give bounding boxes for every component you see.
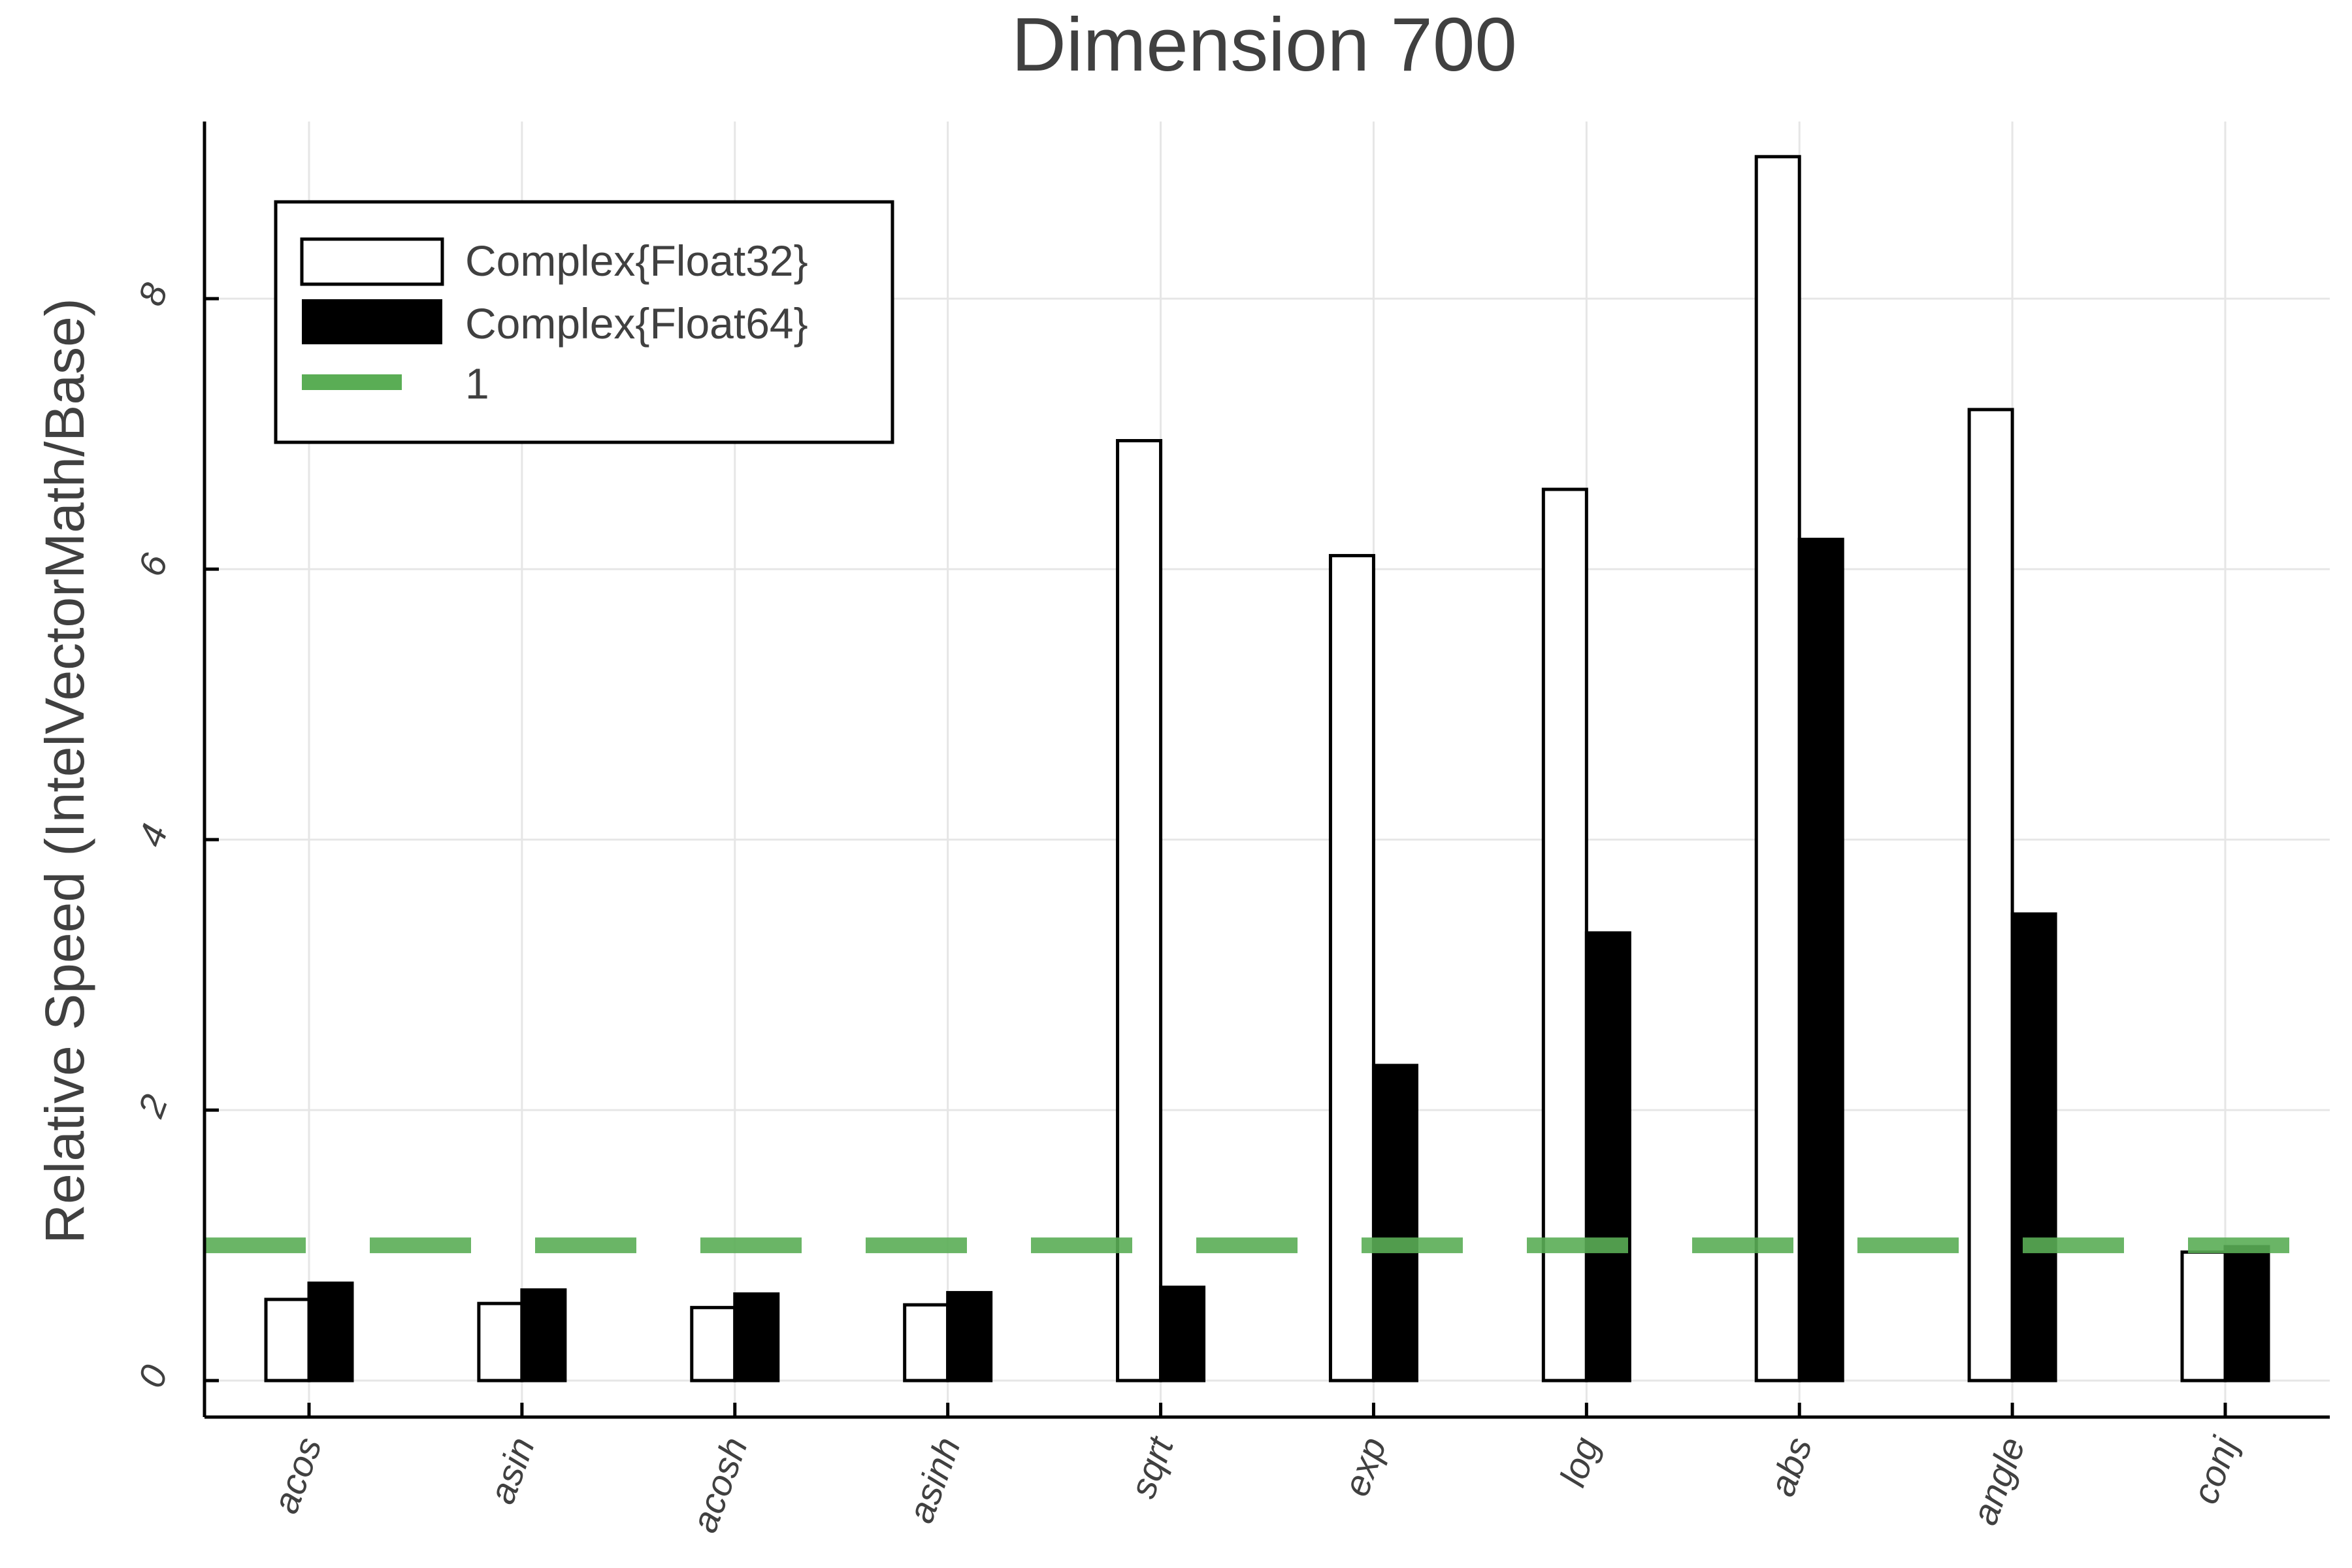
bar-log-float64 — [1584, 931, 1631, 1382]
x-tick-label-asin: asin — [481, 1432, 542, 1509]
bar-acosh-float32 — [690, 1305, 737, 1382]
bar-exp-float64 — [1371, 1064, 1418, 1382]
legend-label-float64: Complex{Float64} — [465, 299, 808, 348]
bar-asinh-float32 — [903, 1303, 950, 1382]
bar-acosh-float64 — [733, 1292, 780, 1382]
x-tick-label-sqrt: sqrt — [1122, 1430, 1182, 1503]
y-axis-label: Relative Speed (IntelVectorMath/Base) — [34, 298, 95, 1243]
bar-acos-float64 — [307, 1281, 354, 1382]
bar-angle-float32 — [1967, 408, 2014, 1382]
bar-conj-float32 — [2180, 1250, 2227, 1382]
y-tick-label: 4 — [130, 819, 176, 852]
x-tick-label-asinh: asinh — [900, 1432, 968, 1528]
x-tick-label-conj: conj — [2184, 1431, 2246, 1509]
y-tick-label: 8 — [130, 278, 176, 311]
bar-sqrt-float64 — [1159, 1285, 1206, 1382]
bar-exp-float32 — [1328, 553, 1375, 1382]
legend-label-float32: Complex{Float32} — [465, 237, 808, 285]
x-tick-label-exp: exp — [1335, 1432, 1394, 1501]
bar-log-float32 — [1541, 487, 1588, 1382]
bar-acos-float32 — [264, 1298, 311, 1382]
bars — [264, 155, 2270, 1382]
bar-conj-float64 — [2223, 1245, 2270, 1382]
x-tick-label-log: log — [1552, 1432, 1607, 1492]
x-tick-label-angle: angle — [1963, 1432, 2033, 1530]
y-tick-label: 6 — [130, 547, 176, 581]
y-tick-label: 0 — [130, 1360, 176, 1393]
x-tick-label-abs: abs — [1761, 1432, 1820, 1501]
y-tick-labels: 0 2 4 6 8 — [129, 278, 175, 1393]
bar-angle-float64 — [2010, 912, 2057, 1382]
legend-swatch-float64 — [302, 299, 442, 344]
legend-label-reference: 1 — [465, 359, 489, 408]
axes — [203, 122, 2330, 1419]
legend: Complex{Float32} Complex{Float64} 1 — [274, 200, 894, 444]
bar-sqrt-float32 — [1116, 439, 1163, 1382]
bar-abs-float32 — [1754, 155, 1801, 1382]
bar-asin-float32 — [477, 1301, 524, 1382]
bar-asin-float64 — [520, 1288, 567, 1382]
y-tick-label: 2 — [129, 1089, 175, 1123]
chart-title: Dimension 700 — [1011, 2, 1517, 87]
x-tick-label-acosh: acosh — [683, 1432, 755, 1538]
bar-abs-float64 — [1797, 538, 1844, 1382]
x-tick-labels: acos asin acosh asinh sqrt exp log abs angle conj — [265, 1430, 2246, 1537]
bar-asinh-float64 — [946, 1291, 993, 1382]
x-tick-label-acos: acos — [265, 1432, 330, 1519]
legend-swatch-float32 — [300, 237, 444, 286]
